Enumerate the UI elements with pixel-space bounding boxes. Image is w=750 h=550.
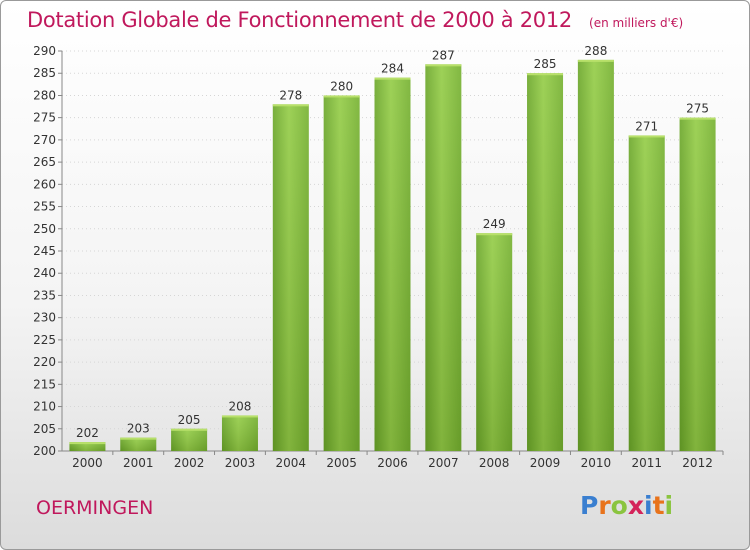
y-tick-label: 245 [33,244,56,258]
proxiti-logo: Proxiti [580,491,673,520]
bar-top [679,117,716,120]
bar-shade [679,117,716,452]
bar-top [425,64,462,67]
logo-letter: o [610,491,628,520]
bar-shade [120,437,157,451]
bar-top [69,442,106,445]
x-tick-label: 2008 [479,456,510,470]
bar-value-label: 271 [635,119,658,133]
bar-shade [425,64,462,452]
y-tick-label: 225 [33,333,56,347]
bar-value-label: 208 [229,399,252,413]
bar-value-label: 249 [483,217,506,231]
y-tick-label: 215 [33,377,56,391]
bar-value-label: 280 [330,79,353,93]
chart-subtitle: (en milliers d'€) [589,16,684,30]
x-tick-label: 2005 [326,456,357,470]
logo-letter: i [644,491,653,520]
bar-value-label: 203 [127,422,150,436]
logo-letter: r [598,491,611,520]
x-tick-label: 2012 [682,456,713,470]
x-tick-label: 2007 [428,456,459,470]
bar-shade [69,442,106,451]
bar-top [272,104,309,107]
x-tick-label: 2004 [276,456,307,470]
bar-value-label: 285 [534,57,557,71]
bar-value-label: 205 [178,413,201,427]
y-tick-label: 220 [33,355,56,369]
bar-top [374,77,411,80]
bar-shade [374,77,411,452]
logo-letter: i [664,491,674,520]
bar-shade [628,135,665,451]
bar-shade [577,59,614,452]
y-tick-label: 250 [33,222,56,236]
bar-top [476,233,513,236]
commune-name: OERMINGEN [36,497,154,519]
bar-top [628,135,665,138]
logo-letter: t [652,491,665,520]
bar-shade [476,233,513,451]
bar-value-label: 275 [686,102,709,116]
bar-value-label: 278 [279,88,302,102]
bar-value-label: 287 [432,48,455,62]
bar-shade [272,104,309,451]
y-tick-label: 265 [33,155,56,169]
bar-top [120,437,157,440]
y-tick-label: 230 [33,311,56,325]
bar-shade [221,415,258,451]
chart-title: Dotation Globale de Fonctionnement de 20… [27,8,572,32]
x-tick-label: 2009 [530,456,561,470]
bar-top [221,415,258,418]
y-tick-label: 200 [33,444,56,458]
x-tick-label: 2003 [225,456,256,470]
logo-letter: P [580,491,599,520]
x-tick-label: 2011 [631,456,662,470]
x-tick-label: 2002 [174,456,205,470]
y-tick-label: 270 [33,133,56,147]
x-tick-label: 2001 [123,456,154,470]
y-tick-label: 205 [33,422,56,436]
bar-top [323,95,360,98]
bar-value-label: 202 [76,426,99,440]
y-tick-label: 280 [33,88,56,102]
bar-value-label: 284 [381,62,404,76]
bar-shade [171,428,208,451]
x-tick-label: 2000 [72,456,103,470]
y-tick-label: 285 [33,66,56,80]
y-tick-label: 235 [33,288,56,302]
y-tick-label: 275 [33,111,56,125]
title-row: Dotation Globale de Fonctionnement de 20… [27,8,683,32]
y-tick-label: 290 [33,44,56,58]
bar-value-label: 288 [584,44,607,58]
bar-shade [323,95,360,451]
bar-top [577,59,614,62]
bar-shade [527,73,564,451]
x-tick-label: 2010 [581,456,612,470]
bar-top [527,73,564,76]
y-tick-label: 255 [33,200,56,214]
x-tick-label: 2006 [377,456,408,470]
y-tick-label: 260 [33,177,56,191]
bar-top [171,428,208,431]
y-tick-label: 240 [33,266,56,280]
y-tick-label: 210 [33,400,56,414]
logo-letter: x [627,491,644,520]
bar-chart: 200 205 210 215 220 225 230 235 240 245 250 255 260 2… [33,44,724,470]
